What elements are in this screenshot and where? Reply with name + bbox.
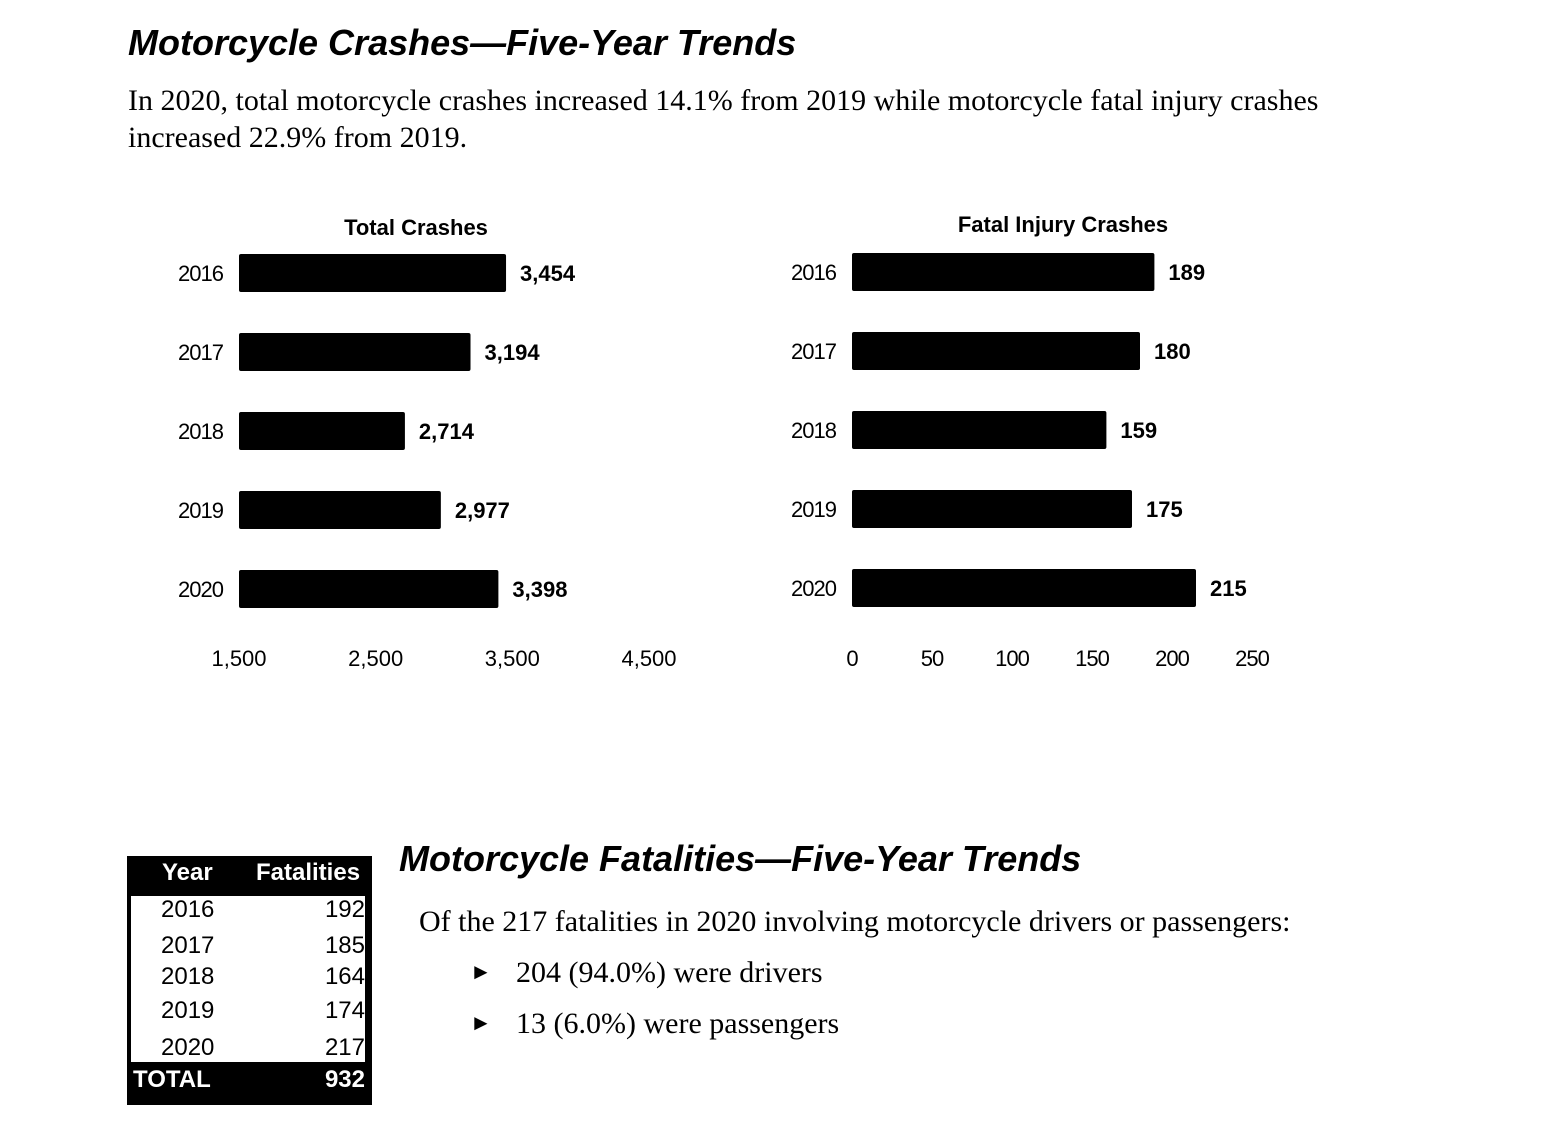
table-footer: TOTAL 932 xyxy=(127,1062,372,1105)
category-label: 2018 xyxy=(178,419,224,444)
bullet-text: 204 (94.0%) were drivers xyxy=(516,956,823,989)
tick-label: 3,500 xyxy=(485,646,540,671)
bar xyxy=(852,411,1107,449)
category-label: 2018 xyxy=(791,418,837,443)
table-row-year: 2016 xyxy=(161,896,215,923)
category-label: 2019 xyxy=(791,497,837,522)
total-label: TOTAL xyxy=(133,1066,211,1093)
fatalities-bullet-list: ► 204 (94.0%) were drivers ► 13 (6.0%) wer… xyxy=(470,956,839,1058)
fatalities-intro: Of the 217 fatalities in 2020 involving … xyxy=(419,905,1291,938)
bar xyxy=(239,412,405,450)
fatalities-section-title: Motorcycle Fatalities—Five-Year Trends xyxy=(399,838,1082,879)
bar xyxy=(852,490,1132,528)
fatalities-table: Year Fatalities 2016 192 2017 185 2018 1… xyxy=(127,856,372,1105)
table-row-value: 164 xyxy=(324,963,365,990)
fatal-injury-crashes-svg: Fatal Injury Crashes 2016 189 2017 180 2018 15… xyxy=(791,212,1271,671)
table-row-value: 185 xyxy=(324,932,365,959)
year-header: Year xyxy=(162,859,213,886)
tick-label: 4,500 xyxy=(621,646,676,671)
page-title: Motorcycle Crashes—Five-Year Trends xyxy=(128,22,797,63)
table-row-value: 174 xyxy=(324,997,365,1024)
table-row-value: 217 xyxy=(324,1034,365,1061)
bar xyxy=(239,254,507,292)
bar xyxy=(239,491,441,529)
table-body: 2016 192 2017 185 2018 164 2019 174 2020… xyxy=(131,896,365,1062)
tick-label: 250 xyxy=(1235,646,1269,671)
chart-title: Total Crashes xyxy=(344,215,488,240)
tick-label: 100 xyxy=(995,646,1029,671)
tick-label: 1,500 xyxy=(211,646,266,671)
fatal-injury-crashes-chart: Fatal Injury Crashes 2016 189 2017 180 2018 15… xyxy=(765,195,1305,695)
bar xyxy=(239,333,471,371)
table-row-year: 2018 xyxy=(161,963,215,990)
data-label: 180 xyxy=(1154,339,1191,364)
tick-label: 200 xyxy=(1155,646,1189,671)
triangle-bullet-icon: ► xyxy=(470,959,492,984)
category-label: 2020 xyxy=(178,577,224,602)
table-row-year: 2020 xyxy=(161,1034,215,1061)
total-crashes-chart: Total Crashes 2016 3,454 2017 3,194 2018 2,714… xyxy=(150,195,710,695)
intro-paragraph: In 2020, total motorcycle crashes increa… xyxy=(128,84,1319,154)
total-value: 932 xyxy=(324,1066,365,1093)
tick-label: 0 xyxy=(846,646,858,671)
data-label: 159 xyxy=(1120,418,1157,443)
triangle-bullet-icon: ► xyxy=(470,1010,492,1035)
data-label: 2,714 xyxy=(419,419,475,444)
bar xyxy=(239,570,499,608)
bar xyxy=(852,569,1196,607)
tick-label: 150 xyxy=(1075,646,1109,671)
category-label: 2016 xyxy=(791,260,837,285)
bar xyxy=(852,253,1155,291)
bar xyxy=(852,332,1140,370)
data-label: 2,977 xyxy=(455,498,510,523)
data-label: 3,194 xyxy=(485,340,541,365)
tick-label: 50 xyxy=(921,646,944,671)
table-row-year: 2019 xyxy=(161,997,215,1024)
total-crashes-svg: Total Crashes 2016 3,454 2017 3,194 2018 2,714… xyxy=(178,215,676,671)
data-label: 175 xyxy=(1146,497,1183,522)
data-label: 215 xyxy=(1210,576,1247,601)
data-label: 3,454 xyxy=(520,261,576,286)
category-label: 2017 xyxy=(791,339,837,364)
list-item: ► 204 (94.0%) were drivers xyxy=(470,956,839,1007)
chart-title: Fatal Injury Crashes xyxy=(958,212,1168,237)
tick-label: 2,500 xyxy=(348,646,403,671)
data-label: 3,398 xyxy=(512,577,567,602)
list-item: ► 13 (6.0%) were passengers xyxy=(470,1007,839,1058)
category-label: 2020 xyxy=(791,576,837,601)
category-label: 2017 xyxy=(178,340,224,365)
fatalities-header: Fatalities xyxy=(256,859,361,886)
category-label: 2016 xyxy=(178,261,224,286)
table-row-value: 192 xyxy=(324,896,365,923)
table-row-year: 2017 xyxy=(161,932,215,959)
data-label: 189 xyxy=(1168,260,1205,285)
bullet-text: 13 (6.0%) were passengers xyxy=(516,1007,840,1040)
category-label: 2019 xyxy=(178,498,224,523)
table-header: Year Fatalities xyxy=(127,856,372,896)
